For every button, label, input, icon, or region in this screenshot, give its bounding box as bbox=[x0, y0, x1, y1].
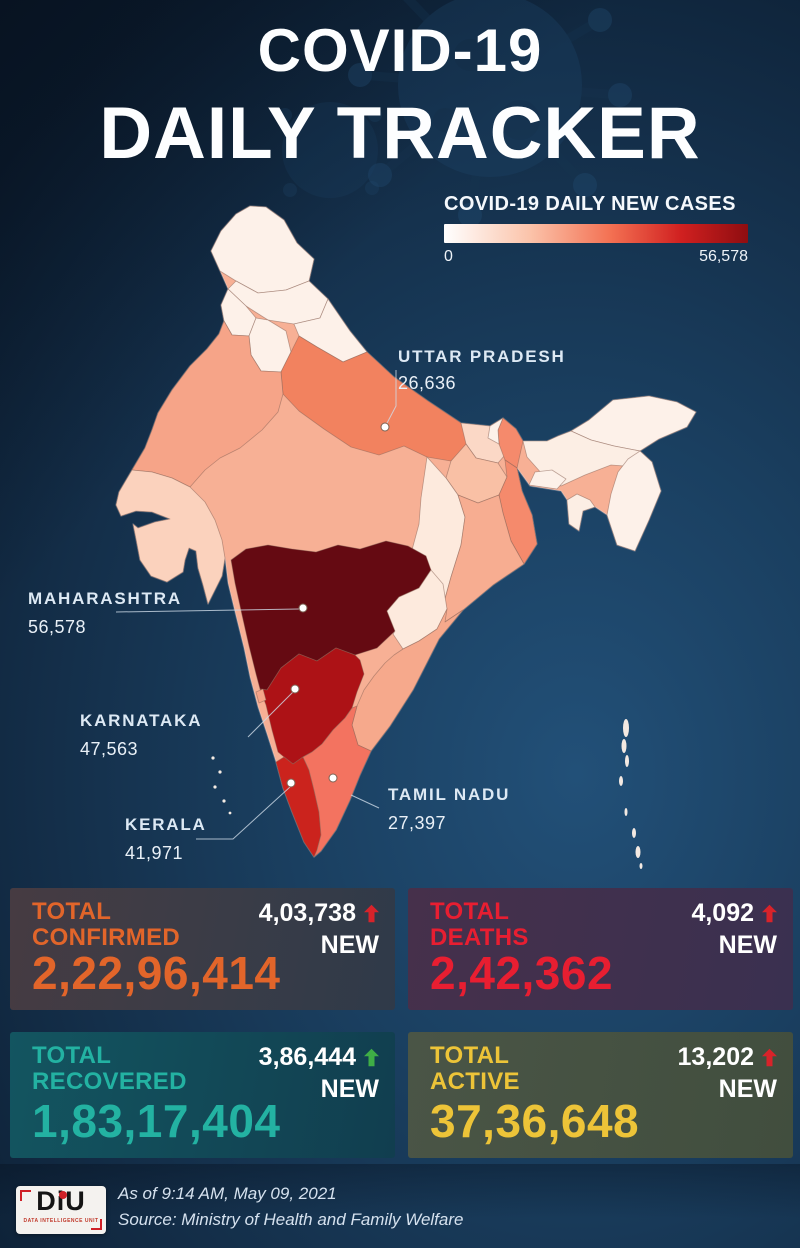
stat-new-label: NEW bbox=[320, 931, 379, 959]
callout-value-uttar-pradesh: 26,636 bbox=[398, 373, 457, 393]
callout-label-kerala: KERALA bbox=[125, 815, 207, 834]
stat-box-total-recovered: TOTAL RECOVERED 3,86,444 NEW 1,83,17,404 bbox=[10, 1032, 395, 1158]
up-arrow-icon bbox=[364, 904, 379, 923]
stat-new-value: 13,202 bbox=[677, 1043, 754, 1071]
callout-value-karnataka: 47,563 bbox=[80, 739, 139, 759]
callout-label-uttar-pradesh: UTTAR PRADESH bbox=[398, 347, 566, 366]
stat-label: TOTAL RECOVERED bbox=[32, 1042, 187, 1096]
callout-label-karnataka: KARNATAKA bbox=[80, 711, 203, 730]
stat-box-total-active: TOTAL ACTIVE 13,202 NEW 37,36,648 bbox=[408, 1032, 793, 1158]
stat-box-total-confirmed: TOTAL CONFIRMED 4,03,738 NEW 2,22,96,414 bbox=[10, 888, 395, 1010]
stat-label: TOTAL CONFIRMED bbox=[32, 898, 181, 952]
logo-corner-bracket bbox=[91, 1219, 102, 1230]
callout-value-maharashtra: 56,578 bbox=[28, 617, 87, 637]
legend-gradient-bar bbox=[444, 224, 748, 243]
up-arrow-icon bbox=[762, 1048, 777, 1067]
marker-karnataka bbox=[290, 684, 300, 694]
marker-tamil-nadu bbox=[328, 773, 338, 783]
callout-value-tamil-nadu: 27,397 bbox=[388, 813, 447, 833]
footer-source: Source: Ministry of Health and Family We… bbox=[118, 1210, 464, 1229]
stat-new-value: 3,86,444 bbox=[258, 1043, 356, 1071]
state-sikkim bbox=[487, 417, 504, 445]
callout-label-maharashtra: MAHARASHTRA bbox=[28, 589, 182, 608]
color-legend: COVID-19 DAILY NEW CASES 0 56,578 bbox=[444, 193, 748, 266]
legend-max-label: 56,578 bbox=[699, 248, 748, 265]
lakshadweep-islands bbox=[211, 756, 232, 815]
page-subtitle: DAILY TRACKER bbox=[99, 93, 701, 174]
diu-logo: DiU DATA INTELLIGENCE UNIT bbox=[16, 1186, 106, 1234]
callout-value-kerala: 41,971 bbox=[125, 843, 184, 863]
footer-timestamp: As of 9:14 AM, May 09, 2021 bbox=[118, 1184, 337, 1203]
marker-maharashtra bbox=[298, 603, 308, 613]
stat-new-value: 4,092 bbox=[691, 899, 754, 927]
up-arrow-icon bbox=[762, 904, 777, 923]
andaman-islands bbox=[619, 719, 643, 869]
stat-label: TOTAL DEATHS bbox=[430, 898, 529, 952]
stat-new-label: NEW bbox=[718, 931, 777, 959]
logo-corner-bracket bbox=[20, 1190, 31, 1201]
callout-lines bbox=[115, 370, 397, 840]
stat-label: TOTAL ACTIVE bbox=[430, 1042, 520, 1096]
stat-new-value: 4,03,738 bbox=[258, 899, 356, 927]
state-marker-dots bbox=[286, 422, 390, 788]
legend-title: COVID-19 DAILY NEW CASES bbox=[444, 193, 736, 215]
stat-new-label: NEW bbox=[718, 1075, 777, 1103]
state-northeast-hills bbox=[606, 450, 662, 552]
up-arrow-icon bbox=[364, 1048, 379, 1067]
stat-total-value: 2,42,362 bbox=[430, 947, 614, 999]
stat-new-block: 4,092 NEW bbox=[691, 899, 777, 960]
stat-new-block: 13,202 NEW bbox=[678, 1043, 777, 1104]
stat-new-label: NEW bbox=[320, 1075, 379, 1103]
stat-new-block: 4,03,738 NEW bbox=[259, 899, 379, 960]
virus-dot-icon bbox=[59, 1191, 67, 1199]
stat-new-block: 3,86,444 NEW bbox=[259, 1043, 379, 1104]
stat-box-total-deaths: TOTAL DEATHS 4,092 NEW 2,42,362 bbox=[408, 888, 793, 1010]
stat-total-value: 1,83,17,404 bbox=[32, 1095, 281, 1147]
stat-total-value: 2,22,96,414 bbox=[32, 947, 281, 999]
footer-band bbox=[0, 1164, 800, 1248]
state-tamil-nadu bbox=[302, 705, 372, 858]
callout-label-tamil-nadu: TAMIL NADU bbox=[388, 785, 511, 804]
marker-kerala bbox=[286, 778, 296, 788]
legend-scale: 0 56,578 bbox=[444, 248, 748, 266]
diu-logo-tagline: DATA INTELLIGENCE UNIT bbox=[23, 1218, 99, 1224]
state-tripura bbox=[566, 493, 596, 532]
state-meghalaya bbox=[528, 469, 567, 490]
marker-uttar-pradesh bbox=[380, 422, 390, 432]
state-gujarat bbox=[115, 469, 226, 605]
page-title: COVID-19 bbox=[257, 17, 543, 84]
legend-min-label: 0 bbox=[444, 248, 453, 265]
state-goa bbox=[255, 688, 267, 704]
stat-total-value: 37,36,648 bbox=[430, 1095, 640, 1147]
state-rajasthan bbox=[131, 320, 284, 488]
